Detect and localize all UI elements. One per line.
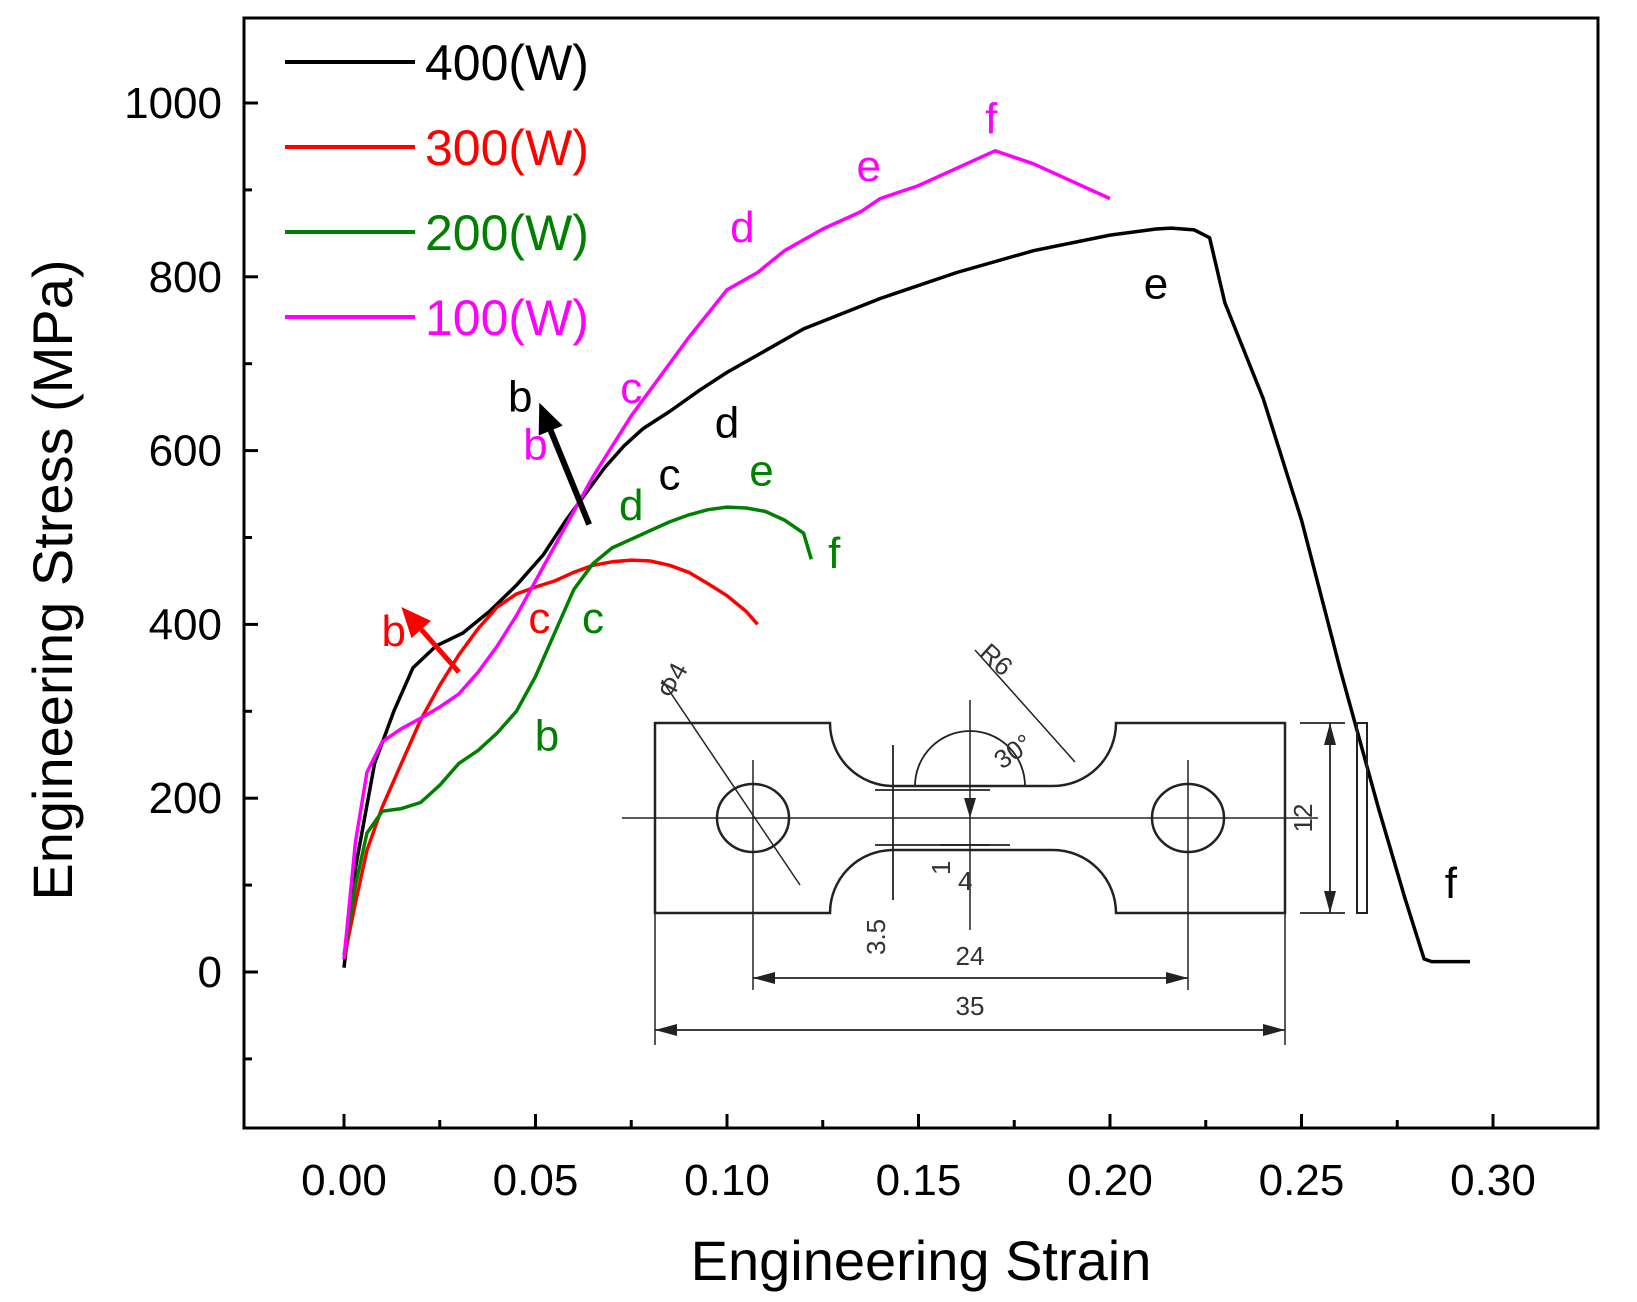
arrow-red-shaft — [419, 627, 461, 674]
side-view — [1356, 722, 1368, 914]
x-tick-label: 0.25 — [1259, 1156, 1345, 1205]
point-label: c — [659, 451, 681, 500]
dim-overall-length: 35 — [956, 991, 985, 1021]
legend-label: 100(W) — [425, 290, 589, 346]
x-tick-label: 0.30 — [1450, 1156, 1536, 1205]
dim-pin-spacing: 24 — [956, 941, 985, 971]
y-tick-label: 1000 — [124, 79, 222, 128]
dim-diameter: Φ4 — [651, 658, 694, 703]
legend: 400(W) 300(W) 200(W) 100(W) — [285, 35, 589, 346]
arrows-layer — [401, 402, 592, 674]
point-label: e — [1144, 260, 1168, 309]
point-label: e — [749, 446, 773, 495]
legend-label: 300(W) — [425, 120, 589, 176]
dim-gauge-length: 4 — [958, 866, 972, 896]
arrow-red-head — [401, 607, 431, 639]
x-tick-label: 0.20 — [1067, 1156, 1153, 1205]
centerlines — [622, 649, 1318, 1045]
dim-neck-width: 1 — [926, 861, 956, 875]
legend-label: 200(W) — [425, 205, 589, 261]
y-axis-title: Engineering Stress (MPa) — [21, 259, 84, 900]
point-label: e — [856, 142, 880, 191]
dimension-lines — [655, 722, 1345, 1031]
series-line-4 — [342, 149, 1111, 960]
dim-shoulder: 3.5 — [861, 919, 891, 955]
x-axis-title: Engineering Strain — [691, 1229, 1152, 1292]
point-label: b — [508, 372, 532, 421]
axis-ticks — [244, 101, 1495, 1128]
point-label: f — [985, 94, 998, 143]
arrow-black-shaft — [547, 429, 592, 526]
point-label: d — [715, 399, 739, 448]
x-tick-label: 0.00 — [301, 1156, 387, 1205]
series-layer — [342, 149, 1470, 968]
dimension-arrowheads — [655, 723, 1336, 1036]
dim-radius: R6 — [974, 637, 1019, 682]
point-label: c — [620, 364, 642, 413]
point-label: b — [523, 420, 547, 469]
point-label: d — [730, 203, 754, 252]
series-line-1 — [342, 226, 1470, 968]
specimen-dimension-labels: Φ4 R6 30° 1 4 3.5 24 35 12 — [651, 637, 1318, 1021]
plot-frame — [242, 16, 1600, 1130]
point-label: b — [382, 607, 406, 656]
x-tick-label: 0.10 — [684, 1156, 770, 1205]
point-label: d — [619, 481, 643, 530]
series-line-2 — [342, 558, 759, 960]
x-tick-label: 0.05 — [493, 1156, 579, 1205]
point-label: c — [528, 594, 550, 643]
dim-angle: 30° — [988, 728, 1037, 775]
legend-label: 400(W) — [425, 35, 589, 91]
point-label: b — [535, 711, 559, 760]
y-tick-label: 200 — [149, 774, 222, 823]
specimen-drawing-inset — [622, 649, 1368, 1045]
arrow-black-head — [538, 402, 563, 436]
point-label: f — [828, 529, 841, 578]
y-tick-label: 0 — [198, 948, 222, 997]
point-label: c — [582, 594, 604, 643]
tick-labels: 0.00 0.05 0.10 0.15 0.20 0.25 0.30 0 200 400 600 80… — [124, 79, 1536, 1205]
y-tick-label: 400 — [149, 600, 222, 649]
point-label: f — [1445, 859, 1458, 908]
y-tick-label: 600 — [149, 427, 222, 476]
x-tick-label: 0.15 — [876, 1156, 962, 1205]
dim-width: 12 — [1288, 804, 1318, 833]
series-line-3 — [342, 505, 813, 955]
y-tick-label: 800 — [149, 253, 222, 302]
